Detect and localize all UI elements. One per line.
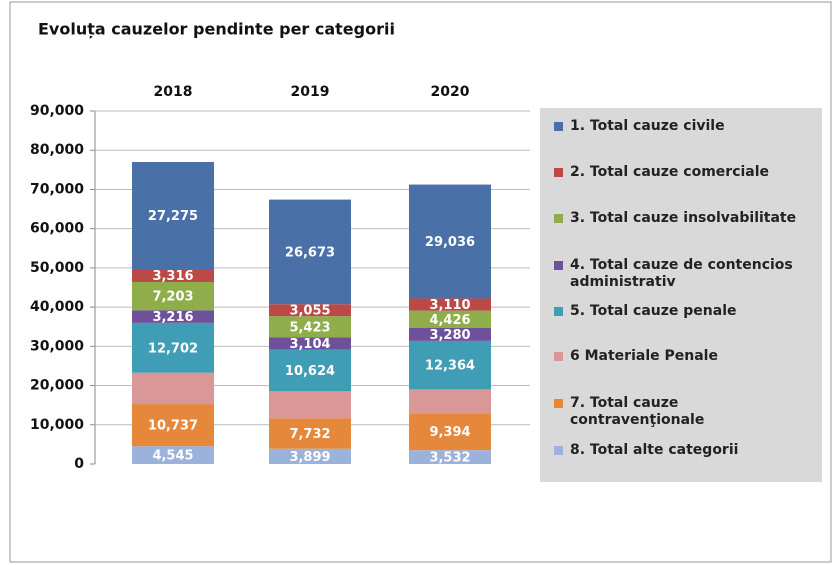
bar-segment — [269, 448, 351, 464]
chart-title: Evoluța cauzelor pendinte per categorii — [38, 20, 395, 39]
data-label: 7,203 — [152, 290, 193, 305]
x-tick-label: 2019 — [291, 84, 330, 100]
bar-segment — [269, 316, 351, 338]
legend-item: 5. Total cauze penale — [554, 303, 816, 320]
bar-segment — [269, 304, 351, 317]
legend-item: 4. Total cauze de contencios administrat… — [554, 257, 816, 291]
bar-segment — [269, 418, 351, 449]
bar-segment — [132, 162, 214, 269]
x-tick-label: 2018 — [154, 84, 193, 100]
y-tick-label: 90,000 — [30, 103, 84, 119]
data-label: 5,423 — [289, 320, 330, 335]
bar-segment — [132, 310, 214, 323]
bar-segment — [269, 349, 351, 392]
bar-segment — [409, 184, 491, 299]
bar-segment — [409, 450, 491, 464]
data-label: 3,110 — [429, 298, 470, 313]
legend-label: 3. Total cauze insolvabilitate — [570, 210, 797, 226]
legend-swatch — [554, 307, 563, 316]
legend-item: 3. Total cauze insolvabilitate — [554, 210, 816, 227]
data-label: 4,545 — [152, 449, 193, 464]
bar-segment — [409, 389, 491, 414]
bar-segment — [409, 298, 491, 311]
legend-item: 7. Total cauze contravenţionale — [554, 395, 816, 429]
bar-segment — [269, 199, 351, 305]
bar-segment — [269, 391, 351, 419]
legend-label: 7. Total cauze contravenţionale — [570, 395, 705, 428]
chart-border — [9, 1, 832, 563]
y-tick-label: 30,000 — [30, 338, 84, 354]
data-label: 10,737 — [148, 419, 198, 434]
legend-swatch — [554, 168, 563, 177]
data-label: 29,036 — [425, 235, 475, 250]
bar-segment — [409, 310, 491, 329]
data-label: 3,316 — [152, 269, 193, 284]
bar-segment — [409, 413, 491, 451]
y-tick-label: 80,000 — [30, 142, 84, 158]
legend-label: 8. Total alte categorii — [570, 442, 739, 458]
legend-label: 6 Materiale Penale — [570, 348, 718, 364]
data-label: 26,673 — [285, 245, 335, 260]
y-tick-label: 0 — [74, 456, 84, 472]
data-label: 3,216 — [152, 310, 193, 325]
data-label: 3,899 — [289, 450, 330, 465]
legend-label: 2. Total cauze comerciale — [570, 164, 770, 180]
legend-label: 5. Total cauze penale — [570, 303, 737, 319]
bar-segment — [269, 337, 351, 350]
data-label: 4,426 — [429, 313, 470, 328]
legend-swatch — [554, 352, 563, 361]
legend-swatch — [554, 261, 563, 270]
legend-label: 1. Total cauze civile — [570, 118, 725, 134]
legend-swatch — [554, 446, 563, 455]
legend-swatch — [554, 214, 563, 223]
y-tick-label: 50,000 — [30, 260, 84, 276]
bar-segment — [132, 446, 214, 464]
bar-segment — [132, 268, 214, 282]
legend-label: 4. Total cauze de contencios administrat… — [570, 257, 793, 290]
data-label: 10,624 — [285, 364, 335, 379]
bar-segment — [132, 281, 214, 311]
legend: 1. Total cauze civile 2. Total cauze come… — [540, 108, 822, 482]
data-label: 27,275 — [148, 209, 198, 224]
legend-item: 1. Total cauze civile — [554, 118, 816, 135]
bar-segment — [409, 340, 491, 390]
data-label: 3,280 — [429, 328, 470, 343]
legend-item: 8. Total alte categorii — [554, 442, 816, 459]
bar-segment — [132, 322, 214, 373]
y-tick-label: 10,000 — [30, 417, 84, 433]
legend-swatch — [554, 399, 563, 408]
data-label: 3,055 — [289, 304, 330, 319]
data-label: 12,702 — [148, 341, 198, 356]
y-tick-label: 20,000 — [30, 378, 84, 394]
y-tick-label: 70,000 — [30, 181, 84, 197]
legend-swatch — [554, 122, 563, 131]
bar-segment — [409, 328, 491, 341]
y-tick-label: 40,000 — [30, 299, 84, 315]
legend-item: 2. Total cauze comerciale — [554, 164, 816, 181]
bar-segment — [132, 404, 214, 447]
data-label: 7,732 — [289, 427, 330, 442]
y-tick-label: 60,000 — [30, 221, 84, 237]
data-label: 3,532 — [429, 451, 470, 466]
data-label: 9,394 — [429, 425, 470, 440]
legend-item: 6 Materiale Penale — [554, 348, 816, 365]
bar-segment — [132, 372, 214, 405]
x-tick-label: 2020 — [431, 84, 470, 100]
data-label: 12,364 — [425, 359, 475, 374]
data-label: 3,104 — [289, 337, 330, 352]
